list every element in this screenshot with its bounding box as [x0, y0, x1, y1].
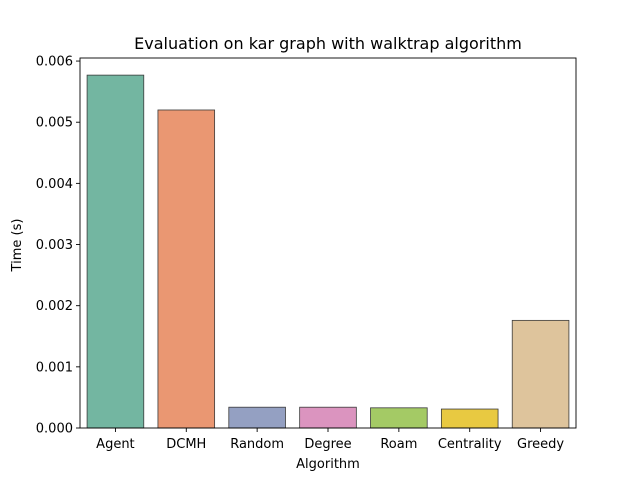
y-axis-label: Time (s)	[10, 219, 25, 273]
bar-dcmh	[157, 109, 216, 429]
bar-centrality	[440, 408, 499, 429]
x-axis-label: Algorithm	[296, 457, 360, 472]
y-tick-label: 0.005	[36, 116, 73, 131]
y-tick-label: 0.006	[36, 55, 73, 70]
x-tick-label: Centrality	[438, 437, 502, 452]
x-tick-label: Agent	[96, 437, 134, 452]
bar-roam	[370, 407, 428, 429]
axes-frame	[79, 57, 577, 429]
bar-greedy	[511, 319, 570, 429]
y-tick-label: 0.000	[36, 422, 73, 437]
x-tick-label: Roam	[380, 437, 417, 452]
bar-agent	[86, 74, 145, 429]
x-tick-label: Degree	[304, 437, 351, 452]
bar-random	[228, 406, 286, 429]
x-tick-label: Greedy	[517, 437, 564, 452]
bar-degree	[299, 406, 357, 429]
y-tick-label: 0.001	[36, 360, 73, 375]
plot-area: Agent DCMH Random Degree Roam Centrality Greed…	[36, 55, 577, 452]
chart-title: Evaluation on kar graph with walktrap al…	[134, 34, 522, 53]
x-tick-label: Random	[230, 437, 284, 452]
y-tick-label: 0.002	[36, 299, 73, 314]
y-tick-label: 0.003	[36, 238, 73, 253]
y-tick-label: 0.004	[36, 177, 73, 192]
x-tick-label: DCMH	[166, 437, 206, 452]
